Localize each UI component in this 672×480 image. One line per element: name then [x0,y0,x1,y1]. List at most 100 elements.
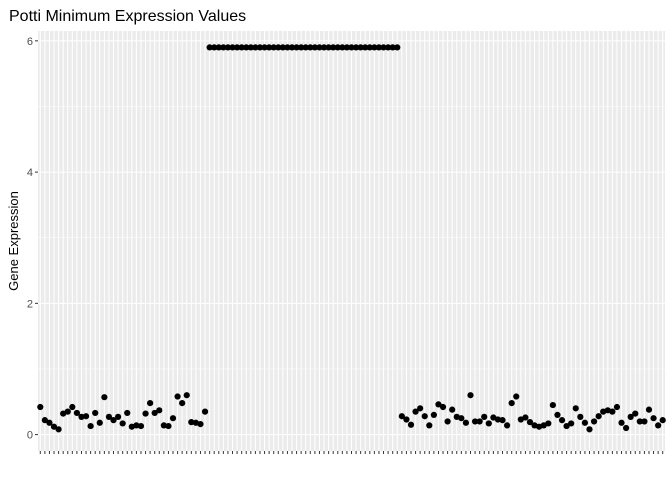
data-point [105,413,113,420]
data-point [467,392,474,399]
data-point [238,44,245,51]
data-point [320,44,328,51]
data-point [357,44,364,51]
data-point [55,426,62,433]
y-tick-labels: 0 2 4 6 [27,36,33,442]
data-point [513,393,520,400]
data-point [430,411,437,419]
data-point [595,413,602,420]
data-point [339,44,346,51]
data-point [499,417,506,424]
major-gridlines [38,31,665,451]
data-point [298,44,305,51]
data-point [279,44,286,51]
data-point [362,44,369,51]
data-point [270,44,277,51]
data-point [288,44,296,51]
data-point [142,410,149,417]
data-point [188,419,195,426]
data-point [504,422,511,429]
data-point [549,401,556,409]
data-point [522,414,529,421]
data-point [481,413,488,420]
data-point [417,405,424,412]
data-point [371,44,378,51]
data-point [545,420,552,427]
data-point [572,405,579,412]
data-point [586,426,593,433]
data-points [37,44,666,433]
data-point [82,413,90,420]
data-point [119,420,126,427]
data-point [449,406,456,413]
data-point [636,418,643,425]
data-point [247,44,254,51]
data-point [554,411,561,419]
data-point [252,44,259,51]
data-point [435,401,442,408]
data-point [581,419,589,426]
data-point [215,44,222,51]
data-point [471,418,479,425]
data-point [622,424,630,432]
data-point [293,44,300,51]
data-point [101,394,108,401]
data-point [160,422,167,429]
data-point [114,413,122,420]
data-point [343,44,351,51]
data-point [165,422,172,430]
data-point [407,421,415,428]
data-point [243,44,250,51]
data-point [462,419,470,426]
data-point [632,410,639,417]
data-point [494,416,502,423]
data-point [69,403,76,411]
data-point [526,419,534,426]
data-point [348,44,355,51]
y-tick-label: 0 [27,430,33,442]
data-point [211,44,218,51]
data-point [41,417,48,424]
data-point [73,409,81,417]
data-point [659,417,666,424]
data-point [169,415,177,422]
data-point [46,419,53,426]
data-point [334,44,341,51]
data-point [650,415,657,422]
data-point [380,44,387,51]
data-point [366,44,373,51]
data-point [316,44,323,51]
data-point [96,419,103,426]
data-point [183,392,190,399]
data-point [220,44,227,51]
data-point [609,408,616,415]
y-tick-label: 6 [27,36,33,48]
y-tick-label: 2 [27,298,33,310]
data-point [485,420,492,427]
chart-title: Potti Minimum Expression Values [9,8,246,25]
data-point [275,44,282,51]
data-point [577,413,584,420]
data-point [87,422,94,430]
data-point [421,413,428,420]
data-point [655,422,662,429]
data-point [197,420,204,428]
data-point [458,415,465,422]
data-point [261,44,268,51]
data-point [124,409,131,417]
data-point [330,44,337,51]
data-point [78,413,85,420]
data-point [641,418,648,425]
data-point [325,44,332,51]
data-point [302,44,309,51]
data-point [266,44,273,51]
data-point [613,403,621,411]
data-point [590,418,598,425]
data-point [151,409,158,417]
data-point [375,44,383,51]
data-point [147,399,154,407]
data-point [174,393,181,400]
data-point [201,408,209,415]
data-point [558,417,566,424]
